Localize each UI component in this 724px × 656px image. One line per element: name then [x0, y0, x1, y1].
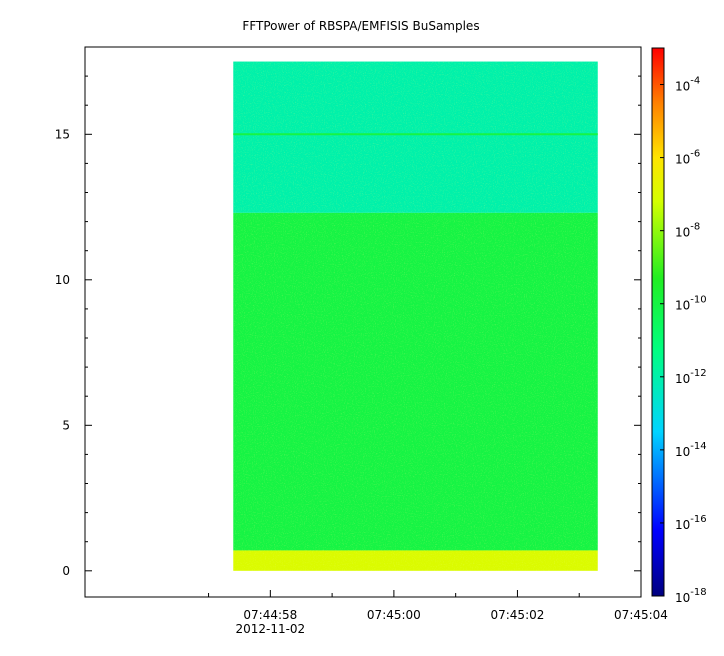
- chart-title: FFTPower of RBSPA/EMFISIS BuSamples: [242, 19, 479, 33]
- x-date-label: 2012-11-02: [235, 622, 305, 636]
- colorbar-tick-label: 10-10: [675, 295, 707, 313]
- colorbar-tick-label: 10-18: [675, 587, 707, 605]
- y-tick-label: 5: [62, 418, 70, 432]
- x-tick-label: 07:45:00: [367, 608, 421, 622]
- x-tick-label: 07:45:04: [614, 608, 668, 622]
- y-tick-label: 10: [55, 273, 70, 287]
- spectrogram-texture: [233, 61, 598, 571]
- y-axis: 0 5 10 15: [55, 75, 641, 578]
- colorbar: 10-4 10-6 10-8 10-10 10-12 10-14 10-16 10-18: [651, 47, 707, 605]
- colorbar-gradient: [651, 47, 665, 597]
- colorbar-tick-label: 10-6: [675, 149, 700, 167]
- y-tick-label: 15: [55, 127, 70, 141]
- colorbar-tick-label: 10-16: [675, 514, 707, 532]
- y-tick-label: 0: [62, 564, 70, 578]
- spectrogram-image: [233, 61, 598, 571]
- x-tick-label: 07:44:58: [243, 608, 297, 622]
- x-tick-label: 07:45:02: [490, 608, 544, 622]
- colorbar-tick-label: 10-4: [675, 76, 700, 94]
- colorbar-tick-label: 10-8: [675, 222, 700, 240]
- colorbar-tick-label: 10-12: [675, 368, 707, 386]
- colorbar-tick-label: 10-14: [675, 441, 707, 459]
